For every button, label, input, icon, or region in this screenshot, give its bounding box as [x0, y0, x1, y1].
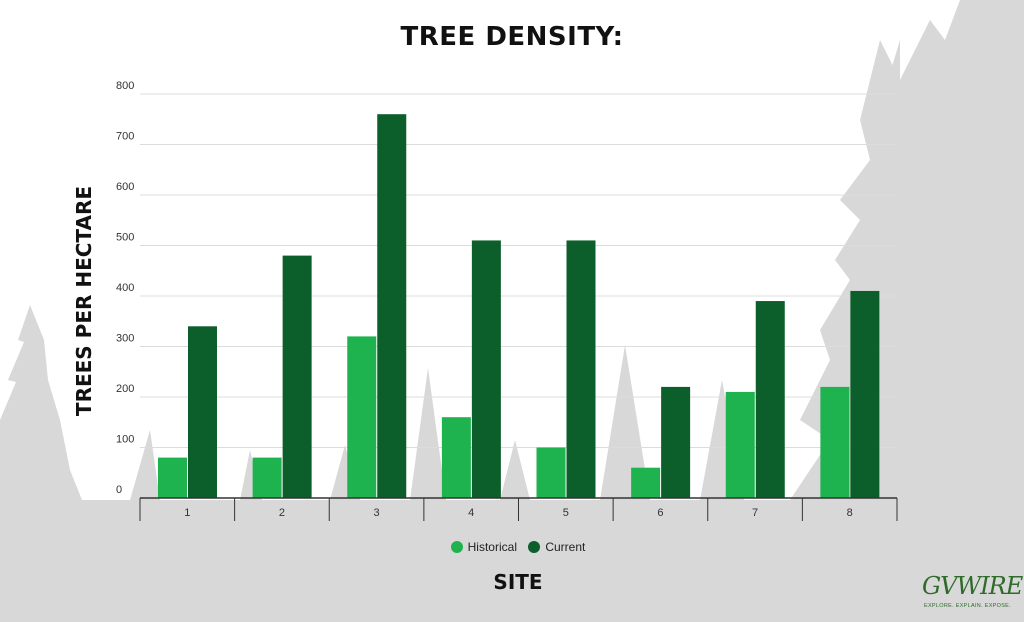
y-tick-label: 700 — [116, 131, 134, 143]
y-tick-label: 300 — [116, 333, 134, 345]
y-tick-label: 600 — [116, 181, 134, 193]
bar-historical — [347, 336, 377, 498]
bar-historical — [158, 457, 187, 498]
bar-historical — [252, 457, 282, 498]
bar-current — [661, 386, 691, 498]
legend-item-historical: Historical — [450, 540, 517, 554]
y-tick-label: 100 — [116, 434, 134, 446]
x-tick-label: 4 — [468, 507, 474, 519]
y-tick-label: 800 — [116, 80, 134, 92]
bar-historical — [441, 417, 471, 498]
x-tick-label: 3 — [374, 507, 380, 519]
bar-current — [850, 290, 880, 498]
y-tick-label: 400 — [116, 282, 134, 294]
current-swatch-icon — [528, 541, 541, 553]
bar-current — [566, 240, 596, 498]
x-axis-label: SITE — [493, 570, 543, 594]
legend-label-current: Current — [545, 540, 586, 554]
logo-tagline: EXPLORE. EXPLAIN. EXPOSE. — [924, 603, 1011, 609]
x-tick-label: 1 — [184, 507, 190, 519]
bar-current — [377, 114, 407, 498]
bar-historical — [725, 391, 755, 498]
legend: Historical Current — [0, 540, 1024, 554]
y-tick-label: 200 — [116, 383, 134, 395]
logo-wordmark: GVWIRE — [922, 572, 1023, 600]
legend-item-current: Current — [528, 540, 585, 554]
bar-current — [755, 301, 785, 498]
x-tick-label: 5 — [563, 507, 569, 519]
bar-historical — [536, 447, 566, 498]
y-tick-label: 0 — [116, 484, 122, 496]
bar-current — [188, 326, 217, 498]
bar-historical — [631, 467, 661, 498]
gvwire-logo: GVWIRE EXPLORE. EXPLAIN. EXPOSE. — [922, 572, 1023, 616]
historical-swatch-icon — [450, 541, 463, 553]
bar-current — [471, 240, 501, 498]
legend-label-historical: Historical — [467, 540, 517, 554]
x-tick-label: 2 — [279, 507, 285, 519]
x-tick-label: 6 — [657, 507, 663, 519]
chart-title: TREE DENSITY: — [400, 22, 624, 52]
x-tick-label: 7 — [752, 507, 758, 519]
x-tick-label: 8 — [847, 507, 853, 519]
bar-historical — [820, 386, 850, 498]
bar-current — [282, 255, 312, 498]
y-tick-label: 500 — [116, 232, 134, 244]
